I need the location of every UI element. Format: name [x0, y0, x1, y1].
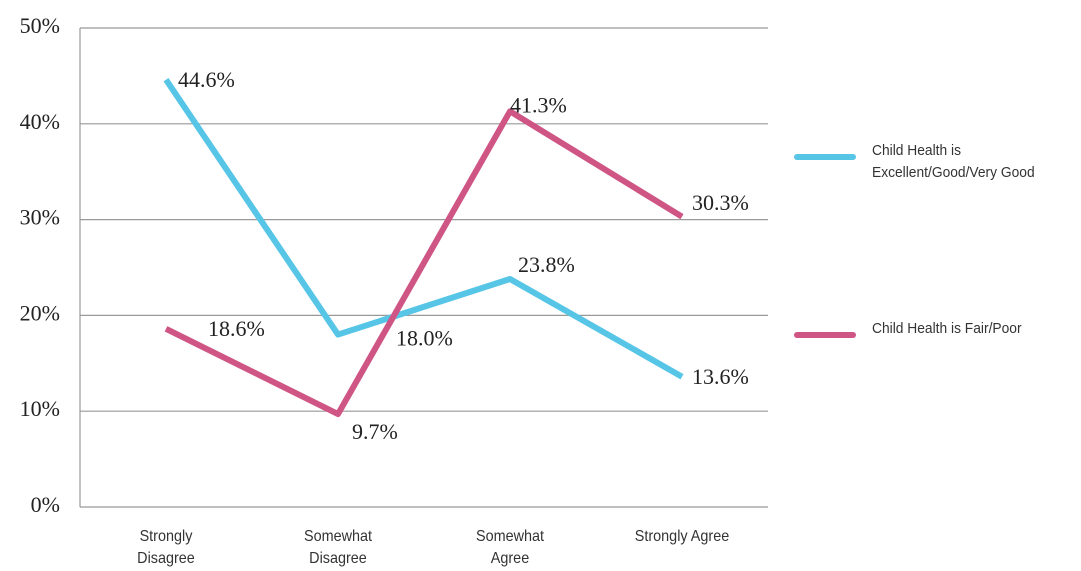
data-label: 18.0% [396, 326, 453, 351]
data-label: 18.6% [208, 316, 265, 341]
x-tick-label: Strongly Agree [634, 528, 730, 545]
y-tick-label: 30% [20, 205, 60, 230]
y-tick-label: 50% [20, 13, 60, 38]
data-label: 44.6% [178, 67, 235, 92]
x-tick-label: Strongly Disagree [137, 528, 195, 567]
y-tick-label: 0% [31, 492, 60, 517]
legend-label: Child Health is Fair/Poor [872, 320, 1022, 337]
data-label: 9.7% [352, 419, 398, 444]
legend-label: Child Health is Excellent/Good/Very Good [872, 142, 1035, 181]
data-label: 23.8% [518, 252, 575, 277]
data-label: 13.6% [692, 364, 749, 389]
y-tick-label: 10% [20, 396, 60, 421]
y-tick-label: 40% [20, 109, 60, 134]
data-label: 30.3% [692, 190, 749, 215]
x-tick-label: Somewhat Disagree [303, 528, 373, 567]
data-label: 41.3% [510, 92, 567, 117]
series-line [164, 108, 684, 418]
y-tick-label: 20% [20, 300, 60, 325]
x-tick-label: Somewhat Agree [475, 528, 545, 567]
series-line [163, 78, 684, 380]
